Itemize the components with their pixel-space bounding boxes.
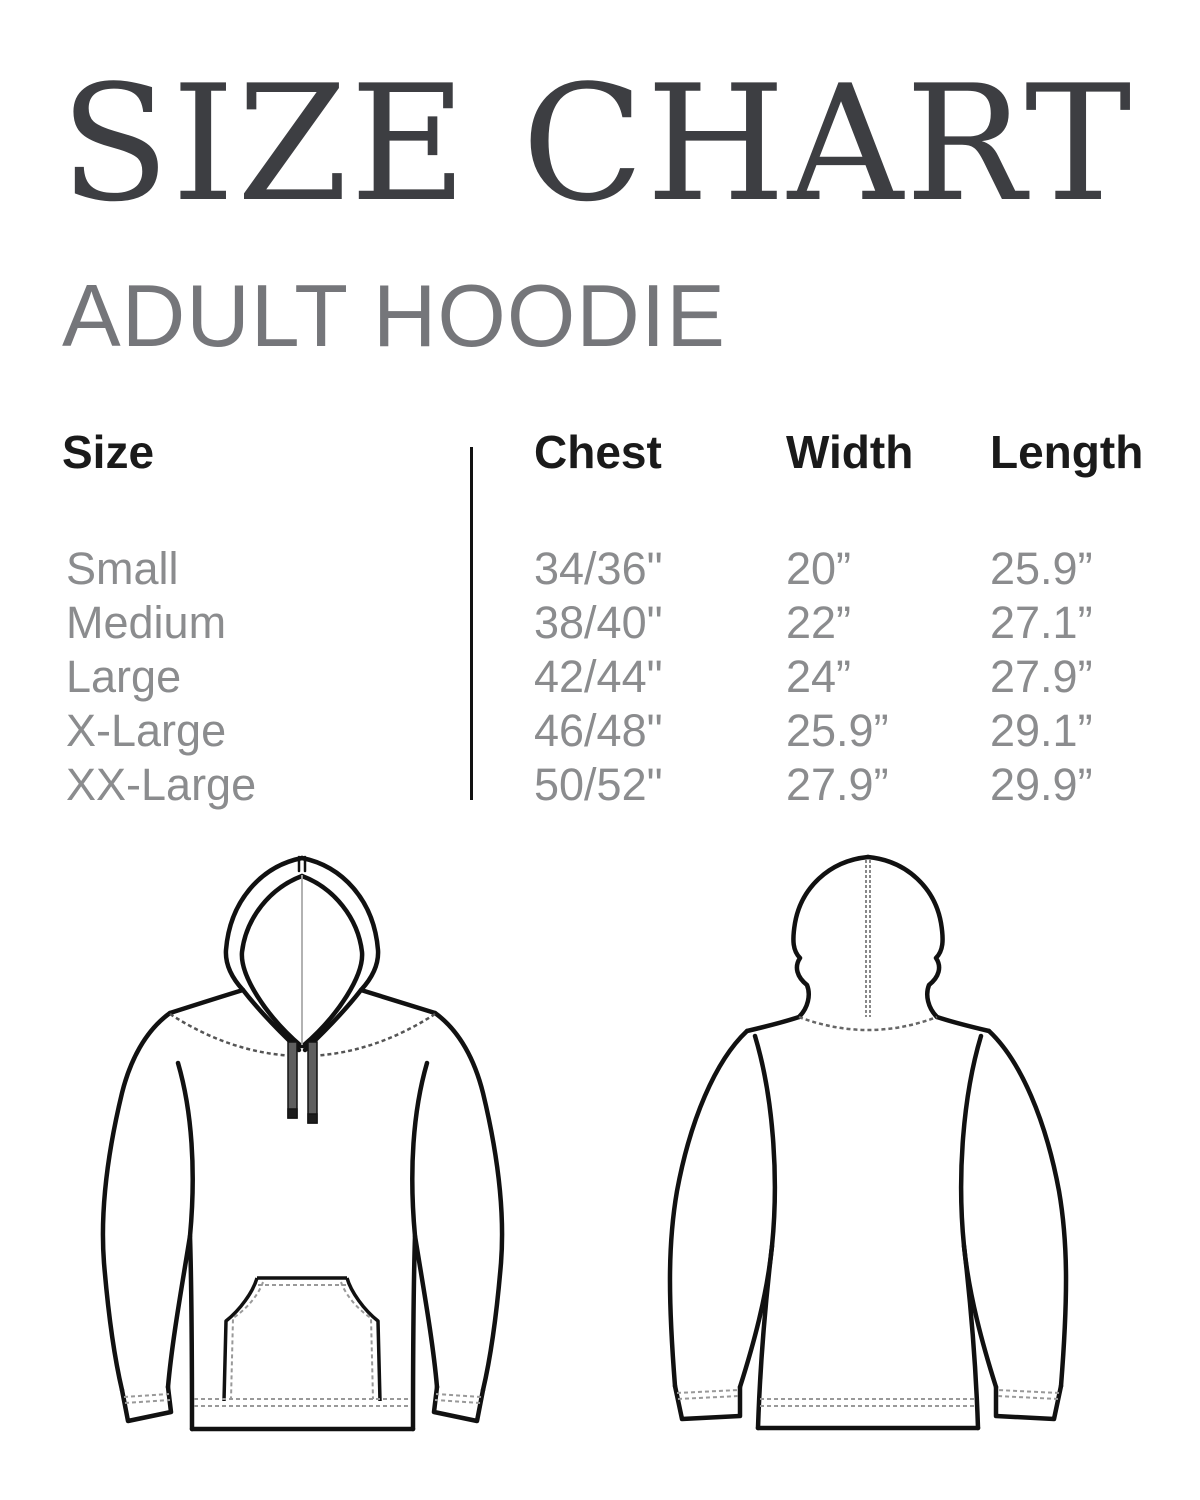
column-header-width: Width bbox=[786, 426, 914, 478]
cell-size: Medium bbox=[66, 597, 227, 648]
cell-length: 29.9” bbox=[990, 759, 1093, 810]
cell-size: XX-Large bbox=[66, 759, 257, 810]
cell-width: 24” bbox=[786, 651, 852, 702]
hoodie-back-illustration bbox=[667, 854, 1069, 1431]
column-header-chest: Chest bbox=[534, 426, 662, 478]
table-row: X-Large 46/48" 25.9” 29.1” bbox=[0, 708, 1200, 762]
cell-chest: 46/48" bbox=[534, 705, 663, 756]
table-divider bbox=[470, 447, 473, 800]
table-row: Medium 38/40" 22” 27.1” bbox=[0, 600, 1200, 654]
table-row: Large 42/44" 24” 27.9” bbox=[0, 654, 1200, 708]
cell-length: 29.1” bbox=[990, 705, 1093, 756]
cell-length: 25.9” bbox=[990, 543, 1093, 594]
column-header-size: Size bbox=[62, 426, 155, 478]
cell-chest: 38/40" bbox=[534, 597, 663, 648]
cell-size: Small bbox=[66, 543, 179, 594]
cell-width: 27.9” bbox=[786, 759, 889, 810]
hoodie-front-illustration bbox=[100, 855, 505, 1432]
table-row: XX-Large 50/52" 27.9” 29.9” bbox=[0, 762, 1200, 816]
cell-chest: 34/36" bbox=[534, 543, 663, 594]
cell-chest: 50/52" bbox=[534, 759, 663, 810]
cell-size: Large bbox=[66, 651, 182, 702]
cell-width: 25.9” bbox=[786, 705, 889, 756]
page-subtitle: ADULT HOODIE bbox=[62, 266, 726, 365]
cell-width: 20” bbox=[786, 543, 852, 594]
cell-size: X-Large bbox=[66, 705, 227, 756]
cell-chest: 42/44" bbox=[534, 651, 663, 702]
page-title: SIZE CHART bbox=[60, 50, 1134, 237]
cell-length: 27.9” bbox=[990, 651, 1093, 702]
cell-width: 22” bbox=[786, 597, 852, 648]
cell-length: 27.1” bbox=[990, 597, 1093, 648]
table-row: Small 34/36" 20” 25.9” bbox=[0, 546, 1200, 600]
column-header-length: Length bbox=[990, 426, 1144, 478]
